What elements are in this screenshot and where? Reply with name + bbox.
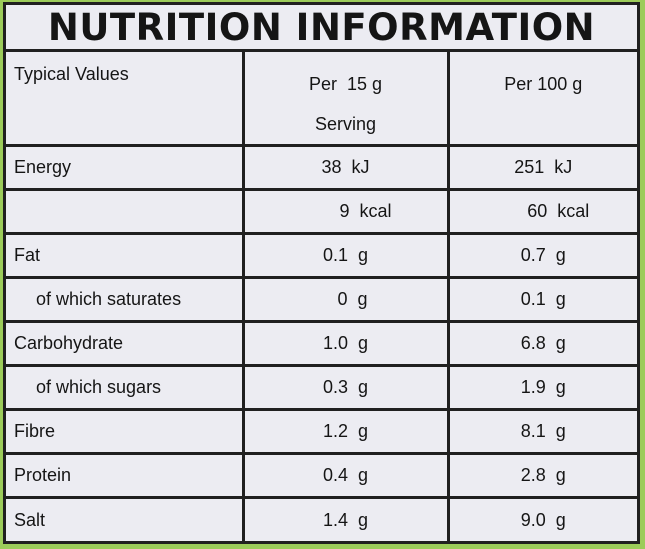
row-per100-value: 251 kJ — [446, 144, 637, 191]
table-row: Energy 38 kJ 251 kJ — [6, 144, 637, 191]
row-serving-value: 0.1 g — [241, 232, 450, 279]
row-label: of which saturates — [6, 276, 245, 323]
header-per-serving-line2: Serving — [314, 114, 377, 134]
header-row: Typical Values Per 15 g Serving Per 100 … — [6, 52, 637, 147]
row-label: Energy — [6, 144, 245, 191]
row-serving-value: 38 kJ — [241, 144, 450, 191]
row-label: Fat — [6, 232, 245, 279]
row-per100-value: 2.8 g — [446, 452, 637, 499]
table-row: Protein 0.4 g 2.8 g — [6, 452, 637, 499]
row-label: of which sugars — [6, 364, 245, 411]
row-per100-value: 0.1 g — [446, 276, 637, 323]
header-per-serving-line1: Per 15 g — [308, 74, 383, 94]
row-per100-value: 8.1 g — [446, 408, 637, 455]
row-label: Protein — [6, 452, 245, 499]
header-per-100g-label: Per 100 g — [504, 74, 583, 94]
row-label: Carbohydrate — [6, 320, 245, 367]
nutrition-panel: NUTRITION INFORMATION Typical Values Per… — [3, 2, 640, 544]
nutrition-table: Typical Values Per 15 g Serving Per 100 … — [6, 52, 637, 543]
row-per100-value: 0.7 g — [446, 232, 637, 279]
header-typical-values: Typical Values — [6, 52, 245, 147]
row-serving-value: 0 g — [241, 276, 450, 323]
row-label: Salt — [6, 496, 245, 543]
row-per100-value: 9.0 g — [446, 496, 637, 543]
table-row: 9 kcal 60 kcal — [6, 188, 637, 235]
row-serving-value: 1.0 g — [241, 320, 450, 367]
table-row: of which sugars 0.3 g 1.9 g — [6, 364, 637, 411]
table-row: of which saturates 0 g 0.1 g — [6, 276, 637, 323]
table-row: Fat 0.1 g 0.7 g — [6, 232, 637, 279]
row-serving-value: 0.3 g — [241, 364, 450, 411]
row-serving-value: 0.4 g — [241, 452, 450, 499]
table-row: Salt 1.4 g 9.0 g — [6, 496, 637, 543]
row-label: Fibre — [6, 408, 245, 455]
row-per100-value: 60 kcal — [446, 188, 637, 235]
table-row: Carbohydrate 1.0 g 6.8 g — [6, 320, 637, 367]
row-serving-value: 1.2 g — [241, 408, 450, 455]
row-per100-value: 1.9 g — [446, 364, 637, 411]
row-label — [6, 188, 245, 235]
header-per-100g: Per 100 g — [446, 52, 637, 147]
row-per100-value: 6.8 g — [446, 320, 637, 367]
row-serving-value: 9 kcal — [241, 188, 450, 235]
table-row: Fibre 1.2 g 8.1 g — [6, 408, 637, 455]
row-serving-value: 1.4 g — [241, 496, 450, 543]
panel-title: NUTRITION INFORMATION — [6, 5, 637, 52]
header-per-serving: Per 15 g Serving — [241, 52, 450, 147]
